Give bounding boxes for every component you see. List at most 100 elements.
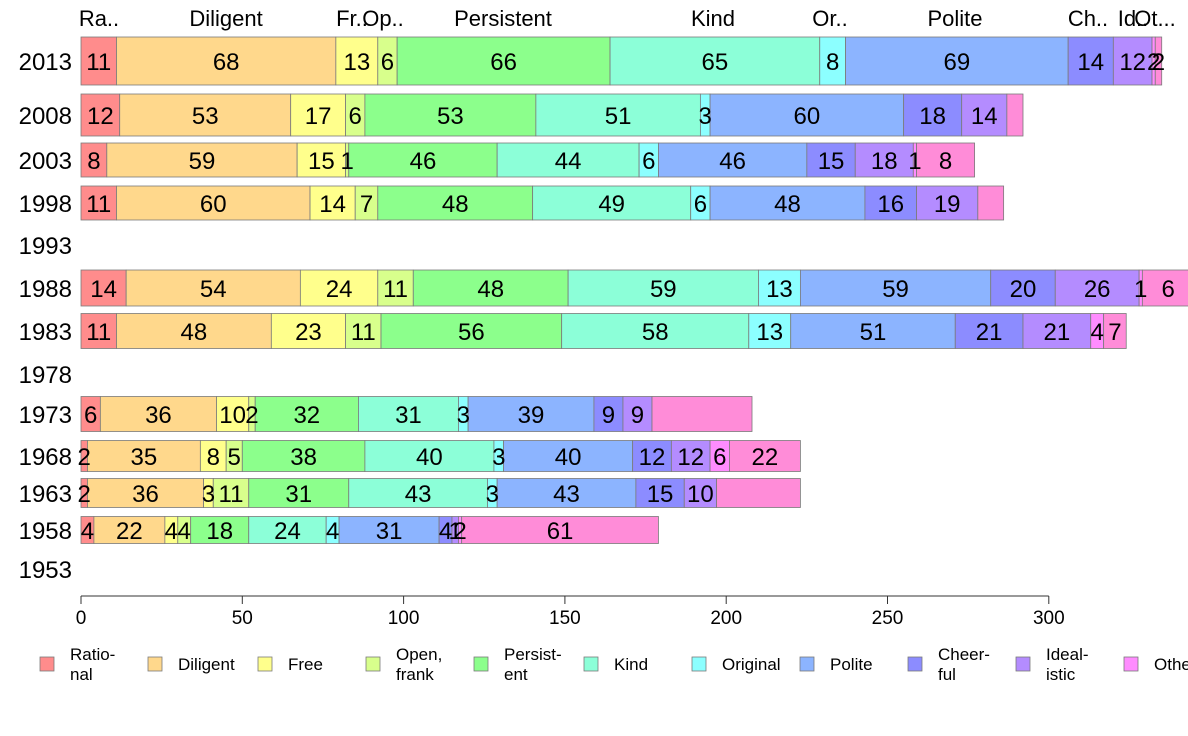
data-label: 3 <box>699 103 712 130</box>
bar-segment <box>503 440 634 472</box>
bar-segment <box>748 313 792 349</box>
data-label: 65 <box>702 49 729 76</box>
bar-segment <box>467 396 595 432</box>
data-label: 46 <box>719 148 746 175</box>
data-label: 60 <box>793 103 820 130</box>
legend-item: Free <box>257 655 323 674</box>
bar-segment <box>729 440 801 472</box>
data-label: 22 <box>752 444 779 471</box>
legend-label: Open, <box>396 645 442 664</box>
data-label: 49 <box>598 191 625 218</box>
data-label: 59 <box>882 276 909 303</box>
y-tick-label: 1993 <box>19 233 72 260</box>
legend-label: nal <box>70 665 93 684</box>
bar-segment <box>709 185 866 221</box>
top-header-label: Ot... <box>1134 6 1176 31</box>
bar-segment <box>561 313 750 349</box>
data-label: 2 <box>1152 49 1165 76</box>
bar-row-2003: 8 59 15 1 46 44 6 46 15 18 1 8 <box>80 142 976 178</box>
bar-segment <box>1006 93 1024 137</box>
bar-segment <box>80 36 117 86</box>
data-label: 39 <box>518 402 545 429</box>
data-label: 11 <box>86 191 111 218</box>
data-label: 18 <box>919 103 946 130</box>
data-label: 13 <box>343 49 370 76</box>
data-label: 14 <box>1077 49 1104 76</box>
data-label: 13 <box>766 276 793 303</box>
data-label: 6 <box>1161 276 1174 303</box>
bar-segment <box>567 269 759 307</box>
legend-item: Persist-ent <box>473 645 562 684</box>
data-label: 59 <box>650 276 677 303</box>
bar-segment <box>632 440 672 472</box>
data-label: 12 <box>677 444 704 471</box>
legend-item: Original <box>691 655 781 674</box>
bar-segment <box>845 36 1069 86</box>
bar-row-2008: 12 53 17 6 53 51 3 60 18 14 <box>80 93 1024 137</box>
bar-segment <box>345 313 382 349</box>
bar-row-1973: 6 36 10 2 32 31 3 39 9 9 <box>80 396 753 432</box>
legend-item: Diligent <box>147 655 235 674</box>
data-label: 48 <box>442 191 469 218</box>
bar-segment <box>1154 36 1163 86</box>
legend-swatch <box>907 656 923 672</box>
y-tick-label: 1988 <box>19 276 72 303</box>
bar-segment <box>496 478 637 508</box>
data-label: 6 <box>694 191 707 218</box>
bar-segment <box>116 185 311 221</box>
data-label: 24 <box>274 518 301 545</box>
bar-segment <box>80 142 108 178</box>
data-label: 51 <box>860 319 887 346</box>
data-label: 11 <box>351 319 376 346</box>
bar-segment <box>80 313 117 349</box>
bar-segment <box>338 516 440 544</box>
bar-segment <box>758 269 801 307</box>
data-label: 10 <box>219 402 246 429</box>
data-label: 6 <box>84 402 97 429</box>
bar-segment <box>903 93 963 137</box>
bar-segment <box>270 313 346 349</box>
bar-segment <box>119 93 292 137</box>
bar-segment <box>1067 36 1114 86</box>
bar-segment <box>1112 36 1153 86</box>
data-label: 14 <box>971 103 998 130</box>
data-label: 4 <box>1091 319 1104 346</box>
top-header-label: Op.. <box>362 6 404 31</box>
top-header-label: Kind <box>691 6 735 31</box>
bar-segment <box>799 269 992 307</box>
bar-row-1988: 14 54 24 11 48 59 13 59 20 26 1 6 <box>80 269 1188 307</box>
top-category-headers: Ra.. Diligent Fr..Op.. Persistent Kind Or.. Po… <box>79 6 1176 31</box>
top-header-label: Or.. <box>812 6 847 31</box>
x-axis: 0 50 100 150 200 250 300 <box>76 595 1065 629</box>
data-label: 53 <box>437 103 464 130</box>
top-header-label: Ra.. <box>79 6 119 31</box>
bar-segment <box>116 313 272 349</box>
legend-label: Cheer- <box>938 645 990 664</box>
data-label: 11 <box>383 276 408 303</box>
data-label: 8 <box>207 444 220 471</box>
data-label: 9 <box>602 402 615 429</box>
top-header-label: Polite <box>927 6 982 31</box>
bar-segment <box>80 269 127 307</box>
data-label: 20 <box>1010 276 1037 303</box>
bar-segment <box>961 93 1008 137</box>
bar-segment <box>670 440 711 472</box>
y-tick-label: 1958 <box>19 518 72 545</box>
bar-segment <box>864 185 917 221</box>
data-label: 13 <box>756 319 783 346</box>
legend-swatch <box>1015 656 1031 672</box>
data-label: 26 <box>1084 276 1111 303</box>
bar-segment <box>658 142 808 178</box>
bar-segment <box>106 142 298 178</box>
bar-segment <box>396 36 611 86</box>
data-label: 4 <box>326 518 339 545</box>
data-label: 31 <box>395 402 422 429</box>
bar-segment <box>248 478 350 508</box>
data-label: 6 <box>642 148 655 175</box>
data-label: 9 <box>631 402 644 429</box>
bar-segment <box>125 269 301 307</box>
data-label: 12 <box>1119 49 1146 76</box>
data-label: 31 <box>376 518 403 545</box>
data-label: 15 <box>818 148 845 175</box>
legend-swatch <box>147 656 163 672</box>
